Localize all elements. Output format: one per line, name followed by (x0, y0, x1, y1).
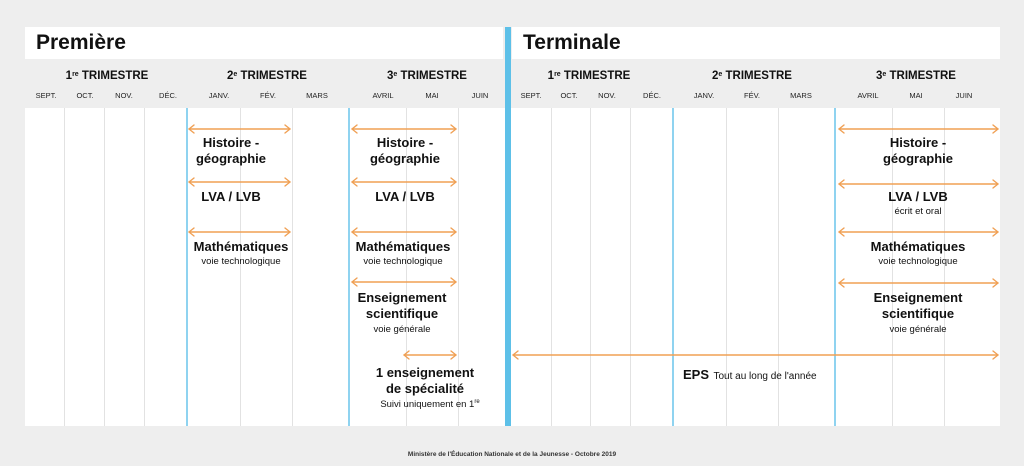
terminale-t3-enseignement-label: Enseignement scientifique (873, 290, 963, 321)
premiere-month-avril: AVRIL (372, 91, 394, 100)
eps-description: Tout au long de l'année (713, 371, 817, 382)
terminale-t3-lva-label: LVA / LVB (888, 189, 948, 204)
premiere-t3-lva-label: LVA / LVB (375, 189, 435, 204)
premiere-t3-enseignement-label: Enseignement scientifique (357, 290, 447, 321)
terminale-month-mai: MAI (909, 91, 923, 100)
premiere-t3-specialite-label: 1 enseignement de spécialité (375, 365, 475, 396)
eps-name: EPS (683, 367, 710, 382)
premiere-month-mai: MAI (425, 91, 439, 100)
terminale-trimester-3: 3e TRIMESTRE (876, 70, 956, 82)
eps-label: EPS Tout au long de l'année (683, 366, 817, 384)
trimester-divider (348, 108, 350, 426)
premiere-t2-maths-label: Mathématiques (193, 239, 289, 254)
terminale-month-nov: NOV. (598, 91, 616, 100)
premiere-t3-histoire-label: Histoire - géographie (369, 135, 441, 166)
terminale-t3-enseignement-sub: voie générale (889, 324, 947, 335)
grid-line (64, 108, 65, 426)
terminale-t3-maths-label: Mathématiques (870, 239, 966, 254)
terminale-month-dec: DÉC. (643, 91, 661, 100)
grid-line (240, 108, 241, 426)
terminale-trimester-1: 1re TRIMESTRE (547, 70, 631, 82)
grid-line (630, 108, 631, 426)
premiere-trimester-1: 1re TRIMESTRE (65, 70, 149, 82)
premiere-month-janv: JANV. (208, 91, 230, 100)
premiere-t3-maths-label: Mathématiques (355, 239, 451, 254)
premiere-t3-specialite-sub: Suivi uniquement en 1re (380, 399, 480, 411)
terminale-t3-lva-sub: écrit et oral (894, 206, 942, 217)
premiere-t3-maths-sub: voie technologique (363, 256, 443, 267)
premiere-month-dec: DÉC. (159, 91, 177, 100)
terminale-month-mars: MARS (790, 91, 812, 100)
premiere-trimester-2: 2e TRIMESTRE (227, 70, 307, 82)
grid-line (944, 108, 945, 426)
terminale-month-sept: SEPT. (520, 91, 542, 100)
terminale-trimester-2: 2e TRIMESTRE (712, 70, 792, 82)
premiere-t2-histoire-label: Histoire - géographie (195, 135, 267, 166)
premiere-month-juin: JUIN (471, 91, 489, 100)
terminale-month-avril: AVRIL (857, 91, 879, 100)
grid-line (590, 108, 591, 426)
premiere-title: Première (25, 27, 503, 59)
terminale-t3-histoire-label: Histoire - géographie (882, 135, 954, 166)
premiere-month-sept: SEPT. (35, 91, 57, 100)
terminale-timeline-panel (511, 108, 1000, 426)
premiere-timeline-panel (25, 108, 505, 426)
premiere-trimester-3: 3e TRIMESTRE (387, 70, 467, 82)
trimester-divider (186, 108, 188, 426)
footer-credit: Ministère de l'Éducation Nationale et de… (407, 451, 617, 458)
premiere-month-fev: FÉV. (260, 91, 276, 100)
premiere-t2-lva-label: LVA / LVB (201, 189, 261, 204)
grid-line (406, 108, 407, 426)
grid-line (144, 108, 145, 426)
grid-line (292, 108, 293, 426)
premiere-t3-enseignement-sub: voie générale (373, 324, 431, 335)
terminale-title: Terminale (512, 27, 1000, 59)
terminale-t3-maths-sub: voie technologique (878, 256, 958, 267)
premiere-t2-maths-sub: voie technologique (201, 256, 281, 267)
grid-line (892, 108, 893, 426)
grid-line (778, 108, 779, 426)
premiere-month-mars: MARS (306, 91, 328, 100)
year-divider (505, 27, 511, 426)
grid-line (458, 108, 459, 426)
premiere-month-oct: OCT. (76, 91, 94, 100)
grid-line (104, 108, 105, 426)
premiere-month-nov: NOV. (115, 91, 133, 100)
terminale-month-oct: OCT. (560, 91, 578, 100)
trimester-divider (834, 108, 836, 426)
grid-line (551, 108, 552, 426)
terminale-month-janv: JANV. (693, 91, 715, 100)
grid-line (726, 108, 727, 426)
terminale-month-fev: FÉV. (744, 91, 760, 100)
trimester-divider (672, 108, 674, 426)
terminale-month-juin: JUIN (955, 91, 973, 100)
